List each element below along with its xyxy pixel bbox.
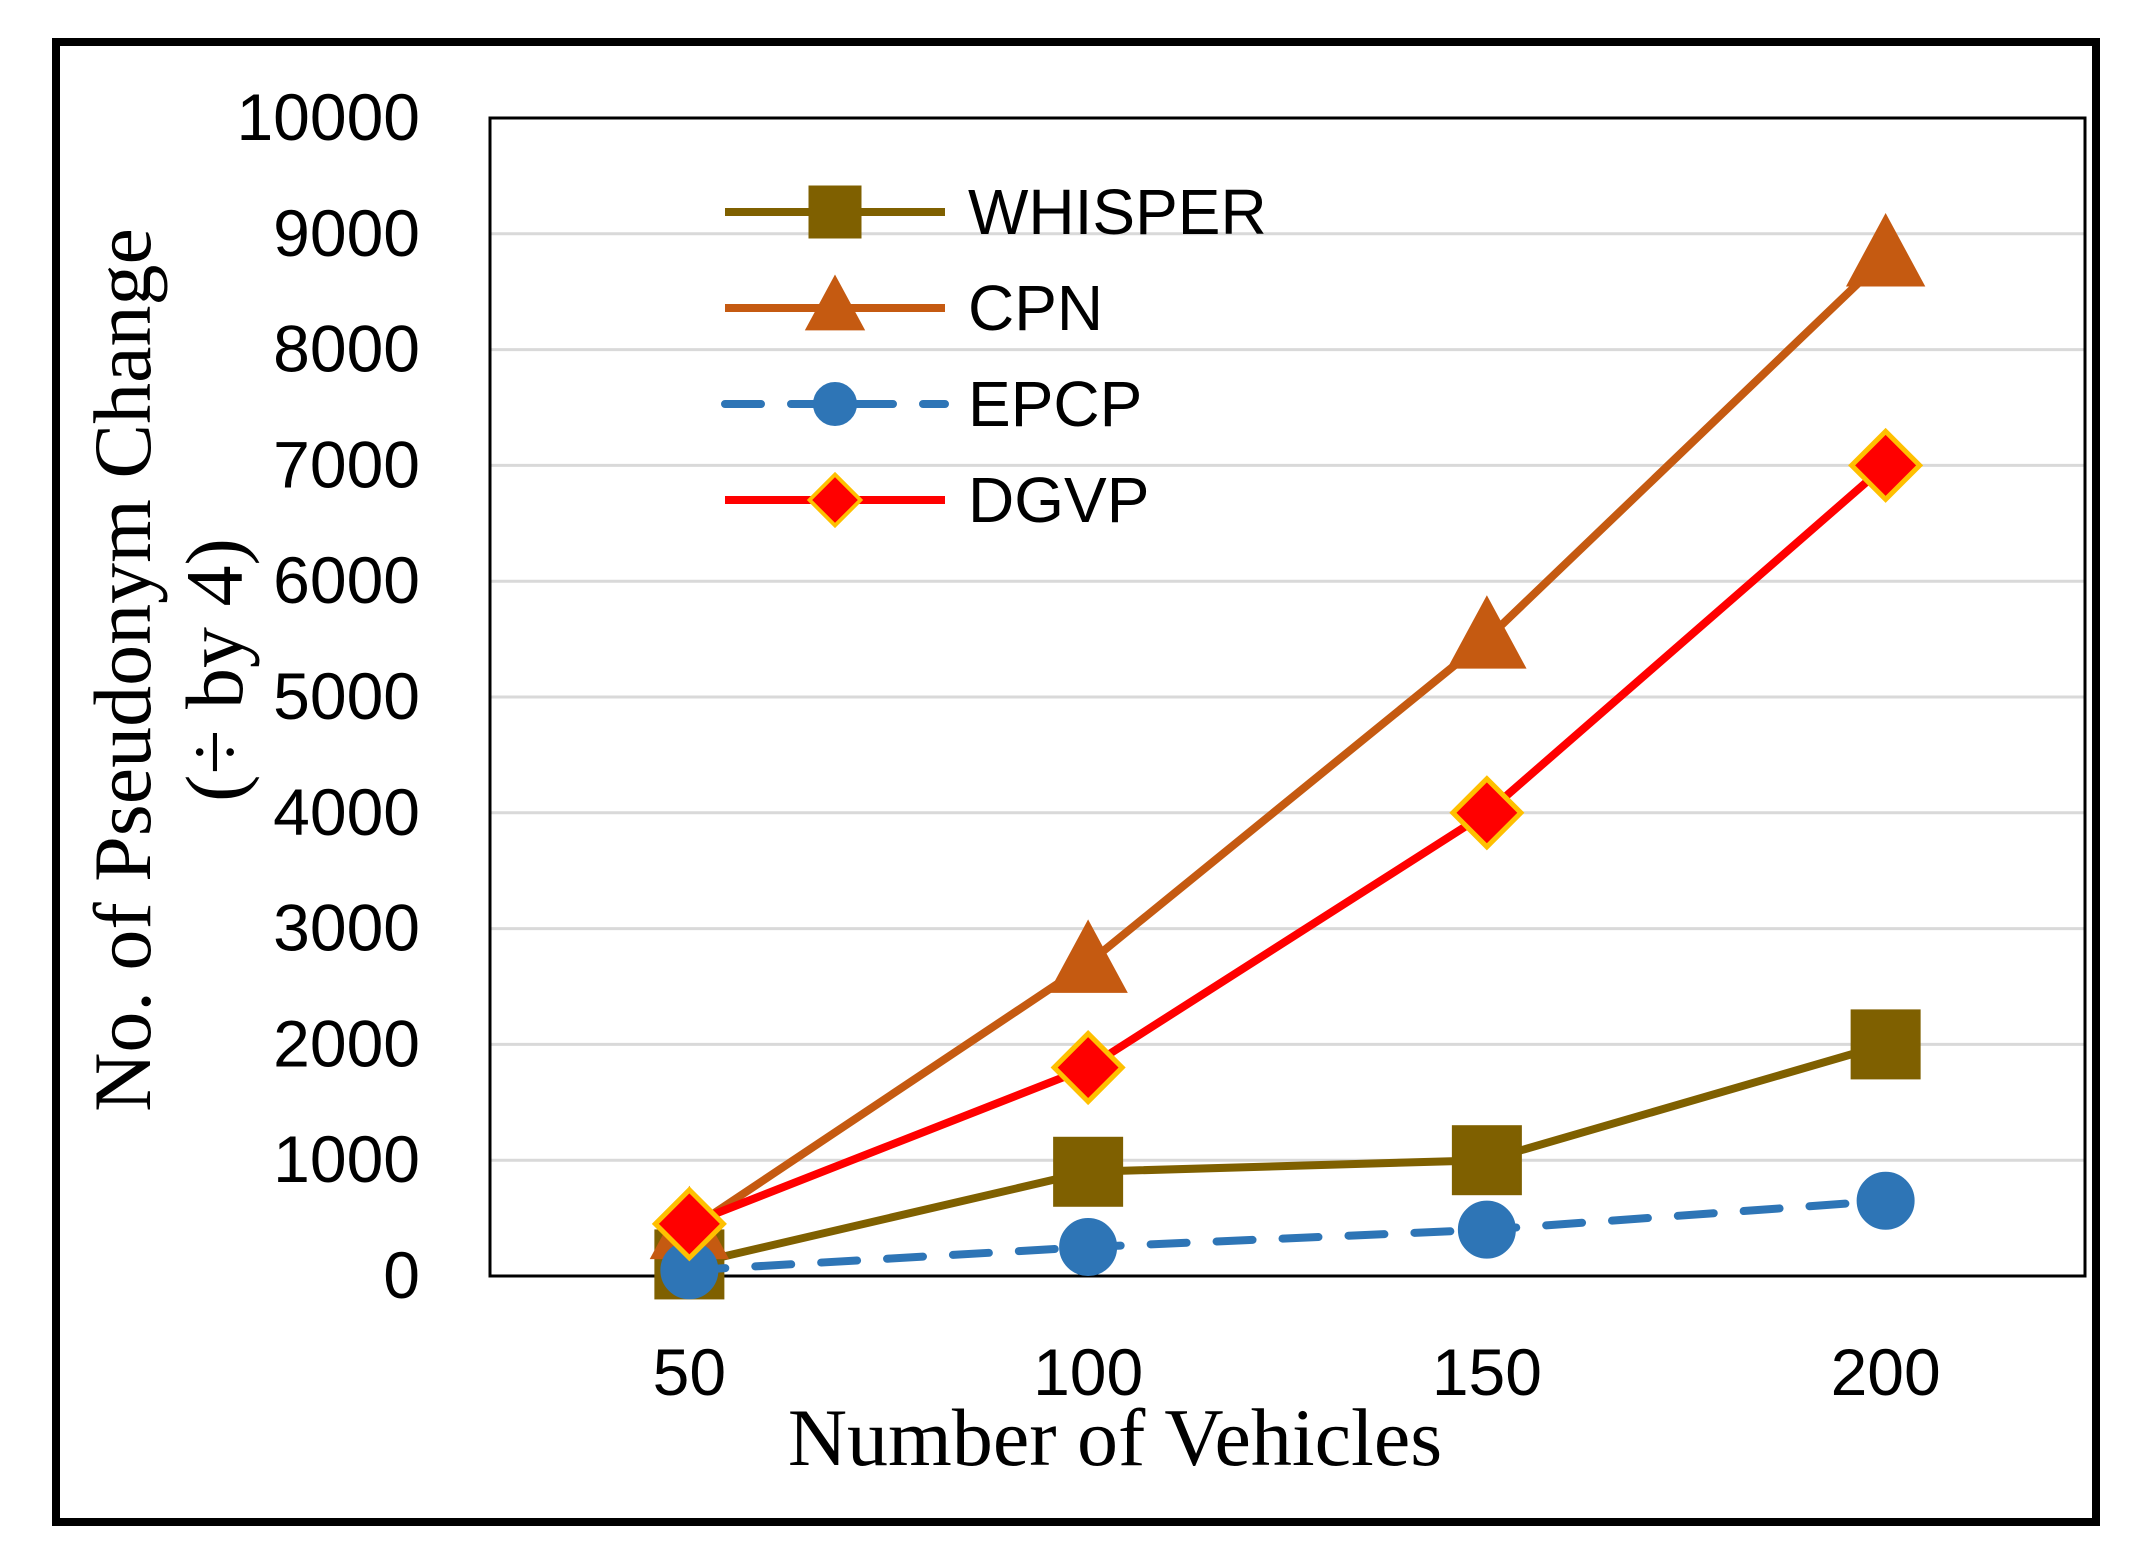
line-epcp <box>685 1196 1890 1275</box>
point-epcp-200 <box>1856 1171 1915 1230</box>
legend-item-epcp: EPCP <box>721 368 1142 440</box>
y-tick-labels: 0 1000 2000 3000 4000 5000 6000 7000 8000 9000 100… <box>236 80 420 1312</box>
legend-label-cpn: CPN <box>968 272 1103 344</box>
series-layer <box>649 213 1926 1300</box>
x-tick-label-200: 200 <box>1831 1335 1941 1409</box>
point-cpn-200 <box>1845 213 1926 287</box>
legend-item-cpn: CPN <box>725 272 1103 344</box>
y-tick-label-7000: 7000 <box>273 427 420 501</box>
y-tick-label-10000: 10000 <box>236 80 420 154</box>
legend-item-whisper: WHISPER <box>725 176 1267 248</box>
y-tick-label-1000: 1000 <box>273 1122 420 1196</box>
point-whisper-150 <box>1451 1125 1522 1196</box>
point-dgvp-100 <box>1050 1030 1126 1106</box>
y-axis-title: No. of Pseudonym Change <box>77 228 168 1112</box>
legend-item-dgvp: DGVP <box>725 464 1149 536</box>
grid-layer <box>490 232 2085 1162</box>
legend-label-epcp: EPCP <box>968 368 1142 440</box>
line-cpn <box>687 254 1889 1234</box>
point-epcp-150 <box>1457 1200 1516 1259</box>
series-dgvp <box>651 427 1924 1262</box>
x-axis-title: Number of Vehicles <box>788 1392 1442 1483</box>
y-tick-label-0: 0 <box>383 1238 420 1312</box>
legend: WHISPER CPN EPCP DGVP <box>721 176 1267 536</box>
y-tick-label-5000: 5000 <box>273 659 420 733</box>
y-tick-label-4000: 4000 <box>273 775 420 849</box>
point-whisper-200 <box>1850 1009 1921 1080</box>
y-tick-label-8000: 8000 <box>273 312 420 386</box>
point-dgvp-150 <box>1449 775 1525 851</box>
legend-marker-epcp <box>813 382 857 426</box>
legend-marker-cpn <box>804 274 866 331</box>
x-tick-label-150: 150 <box>1432 1335 1542 1409</box>
series-epcp <box>660 1171 1915 1300</box>
y-axis-subtitle: (÷ by 4) <box>169 538 260 802</box>
point-cpn-150 <box>1447 595 1527 669</box>
point-cpn-100 <box>1048 919 1128 993</box>
y-tick-label-3000: 3000 <box>273 891 420 965</box>
legend-label-dgvp: DGVP <box>968 464 1149 536</box>
legend-marker-whisper <box>808 185 862 239</box>
point-dgvp-200 <box>1848 427 1924 503</box>
line-dgvp <box>687 462 1889 1228</box>
x-tick-label-50: 50 <box>653 1335 726 1409</box>
y-tick-label-6000: 6000 <box>273 543 420 617</box>
point-whisper-100 <box>1053 1136 1124 1207</box>
y-tick-label-9000: 9000 <box>273 196 420 270</box>
x-tick-labels: 50 100 150 200 <box>653 1335 1941 1409</box>
point-epcp-100 <box>1059 1218 1118 1277</box>
line-whisper <box>688 1040 1887 1269</box>
series-cpn <box>649 213 1926 1260</box>
legend-marker-dgvp <box>806 471 864 529</box>
legend-label-whisper: WHISPER <box>968 176 1267 248</box>
y-tick-label-2000: 2000 <box>273 1006 420 1080</box>
point-dgvp-50 <box>651 1186 727 1262</box>
x-tick-label-100: 100 <box>1033 1335 1143 1409</box>
